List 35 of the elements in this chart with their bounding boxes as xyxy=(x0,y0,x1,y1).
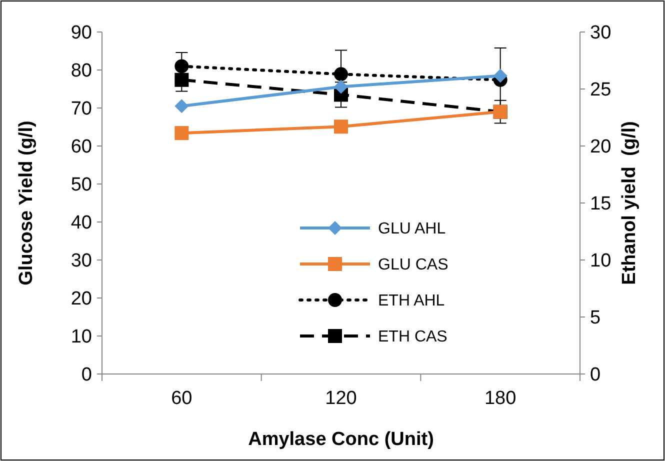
y-tick-label: 30 xyxy=(70,250,92,272)
point xyxy=(174,99,189,114)
point xyxy=(493,68,508,83)
y-tick-label: 40 xyxy=(70,212,92,234)
x-tick-label: 180 xyxy=(484,388,516,409)
x-tick-label: 120 xyxy=(325,388,357,409)
point xyxy=(334,120,348,134)
point xyxy=(174,72,189,87)
point xyxy=(334,67,348,82)
x-tick-label: 60 xyxy=(171,388,192,409)
y2-tick-label: 25 xyxy=(590,80,612,101)
point xyxy=(174,59,189,74)
legend-label: GLU CAS xyxy=(378,256,448,274)
y2-tick-label: 15 xyxy=(590,194,612,215)
y-tick-label: 20 xyxy=(70,288,92,310)
y-tick-label: 90 xyxy=(70,22,92,44)
y2-tick-label: 0 xyxy=(590,364,601,386)
y-tick-label: 70 xyxy=(70,98,92,120)
y2-tick-label: 30 xyxy=(590,22,612,44)
y-tick-label: 50 xyxy=(70,174,92,196)
x-axis-title: Amylase Conc (Unit) xyxy=(248,429,434,450)
y2-tick-label: 5 xyxy=(590,308,601,329)
point xyxy=(174,126,189,140)
y-tick-label: 60 xyxy=(70,136,92,158)
legend-label: ETH AHL xyxy=(378,292,445,310)
legend-label: ETH CAS xyxy=(378,328,448,346)
y2-tick-label: 20 xyxy=(590,136,612,158)
y-tick-label: 0 xyxy=(81,364,92,386)
y2-tick-label: 10 xyxy=(590,250,612,272)
y-axis-title: Glucose Yield (g/l) xyxy=(16,120,37,286)
point xyxy=(334,80,348,94)
legend-label: GLU AHL xyxy=(378,220,446,238)
y-tick-label: 10 xyxy=(70,326,92,348)
y2-axis-title: Ethanol yield (g/l) xyxy=(619,121,640,285)
y-tick-label: 80 xyxy=(70,60,92,82)
